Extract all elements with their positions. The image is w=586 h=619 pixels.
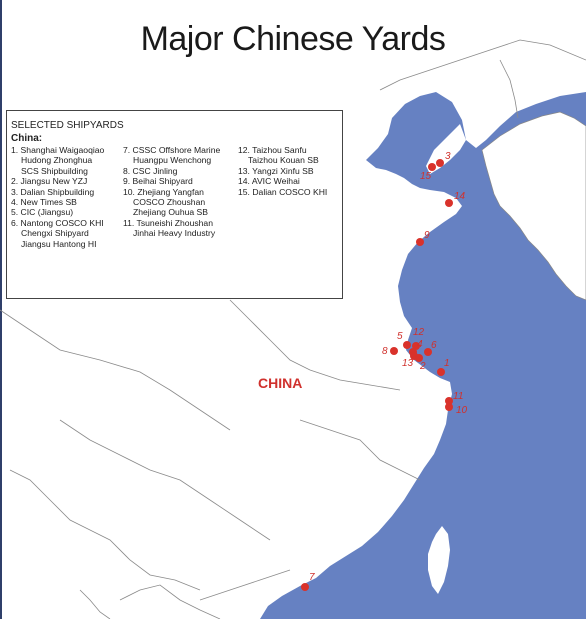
marker-label-13: 13 [402, 358, 414, 369]
marker-9 [416, 238, 424, 246]
taiwan [428, 526, 450, 594]
legend-entry: 3. Dalian Shipbuilding [11, 186, 95, 197]
legend-entry: 9. Beihai Shipyard [123, 176, 193, 187]
liaodong-peninsula [426, 124, 466, 174]
legend-entry: 1. Shanghai Waigaoqiao [11, 145, 105, 155]
legend-column-3: 12. Taizhou Sanfu Taizhou Kouan SB 13. Y… [238, 145, 327, 197]
legend-entry: 7. CSSC Offshore Marine [123, 145, 221, 155]
shipyard-legend: SELECTED SHIPYARDS China: 1. Shanghai Wa… [6, 110, 343, 299]
marker-10 [445, 403, 453, 411]
marker-label-8: 8 [382, 346, 388, 357]
legend-entry: 2. Jiangsu New YZJ [11, 176, 88, 187]
marker-label-6: 6 [431, 340, 437, 351]
legend-entry: Zhejiang Ouhua SB [133, 207, 209, 218]
marker-12 [412, 342, 420, 350]
legend-entry: 4. New Times SB [11, 197, 77, 208]
legend-entry: Huangpu Wenchong [133, 155, 212, 166]
legend-entry: 5. CIC (Jiangsu) [11, 207, 74, 218]
legend-entry: SCS Shipbuilding [21, 165, 88, 176]
legend-entry: Hudong Zhonghua [21, 155, 93, 166]
province-borders [0, 39, 586, 619]
legend-entry: Taizhou Kouan SB [248, 155, 319, 166]
marker-label-2: 2 [420, 361, 426, 372]
legend-country: China: [11, 133, 43, 144]
legend-column-2: 7. CSSC Offshore Marine Huangpu Wenchong… [123, 145, 220, 239]
shipyard-markers [301, 159, 453, 591]
marker-8 [390, 347, 398, 355]
legend-heading: SELECTED SHIPYARDS [11, 120, 124, 131]
legend-entry: 15. Dalian COSCO KHI [238, 186, 328, 197]
legend-entry: 6. Nantong COSCO KHI [11, 217, 104, 228]
legend-entry: 11. Tsuneishi Zhoushan [123, 217, 213, 228]
legend-entry: Chengxi Shipyard [21, 228, 89, 239]
legend-entry: 8. CSC Jinling [123, 165, 178, 176]
legend-entry: 10. Zhejiang Yangfan [123, 186, 204, 197]
marker-label-5: 5 [397, 331, 403, 342]
legend-entry: Jiangsu Hantong HI [21, 238, 97, 249]
legend-entry: COSCO Zhoushan [133, 197, 206, 208]
legend-column-1: 1. Shanghai Waigaoqiao Hudong Zhonghua S… [11, 145, 104, 249]
korea-peninsula [481, 111, 586, 301]
legend-entry: 13. Yangzi Xinfu SB [238, 165, 314, 176]
marker-2 [415, 354, 423, 362]
page-title: Major Chinese Yards [140, 20, 446, 58]
marker-15 [428, 163, 436, 171]
country-label: CHINA [258, 375, 303, 391]
marker-label-4: 4 [417, 339, 423, 350]
marker-label-7: 7 [309, 572, 315, 583]
marker-5 [403, 341, 411, 349]
marker-label-12: 12 [413, 327, 425, 338]
marker-11 [445, 397, 453, 405]
marker-label-15: 15 [420, 171, 432, 182]
marker-label-1: 1 [444, 358, 450, 369]
marker-7 [301, 583, 309, 591]
marker-label-3: 3 [445, 151, 451, 162]
legend-entry: 12. Taizhou Sanfu [238, 145, 307, 155]
marker-label-10: 10 [456, 405, 468, 416]
legend-entry: Jinhai Heavy Industry [133, 228, 216, 239]
marker-label-14: 14 [454, 191, 466, 202]
marker-6 [424, 348, 432, 356]
marker-label-9: 9 [424, 230, 430, 241]
marker-3 [436, 159, 444, 167]
legend-entry: 14. AVIC Weihai [238, 176, 300, 187]
marker-label-11: 11 [453, 391, 464, 402]
frame-edge [0, 0, 2, 619]
marker-1 [437, 368, 445, 376]
marker-14 [445, 199, 453, 207]
sea [260, 92, 586, 619]
